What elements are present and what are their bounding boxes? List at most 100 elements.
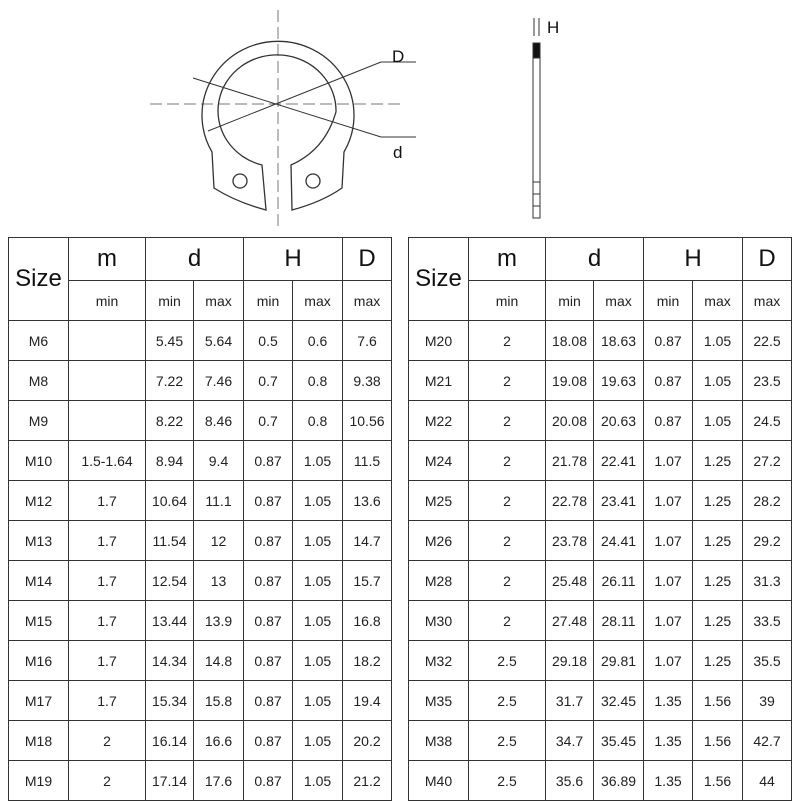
cell-m-min: 1.7 [68, 600, 146, 641]
cell-size: M35 [408, 680, 469, 721]
cell-d-max: 24.41 [592, 520, 645, 561]
cell-m-min: 1.7 [68, 680, 146, 721]
cell-size: M17 [8, 680, 69, 721]
cell-big-d-max: 19.4 [342, 680, 393, 721]
cell-d-min: 34.7 [545, 720, 594, 761]
cell-h-max: 1.25 [692, 440, 744, 481]
cell-h-min: 1.07 [643, 440, 694, 481]
cell-d-max: 18.63 [592, 320, 645, 361]
cell-size: M38 [408, 720, 469, 761]
header-group-big-d: D [742, 237, 793, 281]
cell-h-min: 1.07 [643, 600, 694, 641]
header-d-min: min [545, 280, 594, 321]
cell-big-d-max: 27.2 [742, 440, 793, 481]
table-row: M20 2 18.08 18.63 0.87 1.05 22.5 [408, 320, 793, 361]
header-big-d-max: max [742, 280, 793, 321]
cell-d-min: 15.34 [145, 680, 194, 721]
cell-big-d-max: 16.8 [342, 600, 393, 641]
cell-d-max: 15.8 [192, 680, 245, 721]
cell-big-d-max: 7.6 [342, 320, 393, 361]
cell-h-max: 1.05 [292, 680, 344, 721]
circlip-side-view [532, 18, 541, 219]
cell-size: M15 [8, 600, 69, 641]
cell-size: M8 [8, 360, 69, 401]
cell-h-max: 1.25 [692, 520, 744, 561]
table-row: M16 1.7 14.34 14.8 0.87 1.05 18.2 [8, 640, 393, 681]
cell-h-max: 1.05 [292, 600, 344, 641]
cell-h-min: 0.87 [243, 560, 294, 601]
cell-h-max: 0.8 [292, 360, 344, 401]
cell-d-min: 21.78 [545, 440, 594, 481]
cell-h-min: 0.87 [243, 480, 294, 521]
cell-d-min: 11.54 [145, 520, 194, 561]
cell-m-min: 1.5-1.64 [68, 440, 146, 481]
cell-big-d-max: 22.5 [742, 320, 793, 361]
header-m-min: min [68, 280, 146, 321]
cell-h-min: 0.87 [243, 640, 294, 681]
cell-h-max: 1.05 [692, 400, 744, 441]
cell-d-min: 20.08 [545, 400, 594, 441]
cell-m-min: 2 [468, 600, 546, 641]
cell-h-min: 1.35 [643, 760, 694, 801]
cell-d-max: 17.6 [192, 760, 245, 801]
header-big-d-max: max [342, 280, 393, 321]
cell-m-min: 2.5 [468, 640, 546, 681]
header-row-limits: min min max min max max [409, 280, 793, 321]
cell-h-min: 1.07 [643, 520, 694, 561]
header-h-min: min [243, 280, 294, 321]
header-d-min: min [145, 280, 194, 321]
cell-big-d-max: 13.6 [342, 480, 393, 521]
cell-h-min: 1.35 [643, 720, 694, 761]
cell-h-min: 1.07 [643, 640, 694, 681]
cell-big-d-max: 44 [742, 760, 793, 801]
cell-d-min: 13.44 [145, 600, 194, 641]
header-size: Size [408, 237, 469, 321]
cell-h-min: 0.87 [243, 720, 294, 761]
cell-size: M26 [408, 520, 469, 561]
cell-d-max: 7.46 [192, 360, 245, 401]
cell-big-d-max: 14.7 [342, 520, 393, 561]
cell-h-max: 1.05 [292, 520, 344, 561]
header-size: Size [8, 237, 69, 321]
cell-m-min: 2 [468, 440, 546, 481]
cell-size: M18 [8, 720, 69, 761]
cell-h-max: 1.05 [692, 320, 744, 361]
cell-size: M13 [8, 520, 69, 561]
label-outer-diameter: D [392, 47, 404, 66]
cell-d-max: 32.45 [592, 680, 645, 721]
cell-h-max: 1.56 [692, 680, 744, 721]
cell-d-min: 31.7 [545, 680, 594, 721]
cell-size: M30 [408, 600, 469, 641]
cell-h-min: 1.07 [643, 480, 694, 521]
cell-d-max: 11.1 [192, 480, 245, 521]
header-group-m: m [468, 237, 546, 281]
cell-h-max: 1.56 [692, 720, 744, 761]
cell-d-min: 22.78 [545, 480, 594, 521]
cell-big-d-max: 15.7 [342, 560, 393, 601]
header-m-min: min [468, 280, 546, 321]
cell-m-min: 2 [468, 320, 546, 361]
center-lines [150, 10, 400, 228]
cell-size: M24 [408, 440, 469, 481]
cell-d-max: 22.41 [592, 440, 645, 481]
cell-m-min: 1.7 [68, 520, 146, 561]
cell-d-min: 23.78 [545, 520, 594, 561]
cell-h-max: 1.05 [292, 640, 344, 681]
cell-m-min: 1.7 [68, 480, 146, 521]
table-row: M18 2 16.14 16.6 0.87 1.05 20.2 [8, 720, 393, 761]
header-group-h: H [243, 237, 344, 281]
table-row: M28 2 25.48 26.11 1.07 1.25 31.3 [408, 560, 793, 601]
circlip-technical-drawing: D d H [150, 10, 559, 228]
cell-size: M16 [8, 640, 69, 681]
label-thickness: H [547, 18, 559, 37]
cell-h-max: 1.05 [292, 480, 344, 521]
cell-h-min: 0.87 [643, 400, 694, 441]
table-row: M21 2 19.08 19.63 0.87 1.05 23.5 [408, 360, 793, 401]
cell-d-max: 23.41 [592, 480, 645, 521]
cell-d-max: 35.45 [592, 720, 645, 761]
cell-d-max: 12 [192, 520, 245, 561]
table-row: M19 2 17.14 17.6 0.87 1.05 21.2 [8, 760, 393, 801]
cell-h-max: 1.25 [692, 560, 744, 601]
cell-h-max: 1.25 [692, 600, 744, 641]
